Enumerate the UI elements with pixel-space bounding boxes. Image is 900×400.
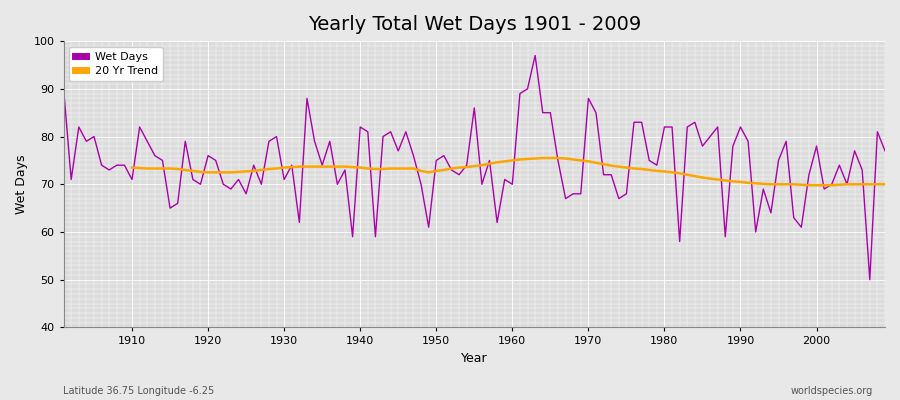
Title: Yearly Total Wet Days 1901 - 2009: Yearly Total Wet Days 1901 - 2009 [308, 15, 641, 34]
Wet Days [58, 86, 69, 91]
20 Yr Trend [857, 182, 868, 187]
20 Yr Trend [271, 166, 282, 171]
Wet Days [606, 172, 616, 177]
Wet Days [530, 53, 541, 58]
20 Yr Trend [302, 164, 312, 169]
20 Yr Trend [127, 165, 138, 170]
Line: 20 Yr Trend: 20 Yr Trend [132, 158, 885, 185]
Wet Days [879, 148, 890, 153]
Legend: Wet Days, 20 Yr Trend: Wet Days, 20 Yr Trend [69, 47, 164, 81]
Wet Days [286, 163, 297, 168]
Wet Days [500, 177, 510, 182]
20 Yr Trend [537, 156, 548, 160]
20 Yr Trend [583, 159, 594, 164]
Wet Days [332, 182, 343, 187]
Wet Days [507, 182, 517, 187]
X-axis label: Year: Year [461, 352, 488, 365]
Wet Days [864, 277, 875, 282]
20 Yr Trend [834, 182, 845, 187]
20 Yr Trend [879, 182, 890, 187]
20 Yr Trend [515, 157, 526, 162]
Text: worldspecies.org: worldspecies.org [791, 386, 873, 396]
Y-axis label: Wet Days: Wet Days [15, 154, 28, 214]
Text: Latitude 36.75 Longitude -6.25: Latitude 36.75 Longitude -6.25 [63, 386, 214, 396]
Wet Days [119, 163, 130, 168]
Line: Wet Days: Wet Days [64, 56, 885, 280]
20 Yr Trend [804, 183, 814, 188]
